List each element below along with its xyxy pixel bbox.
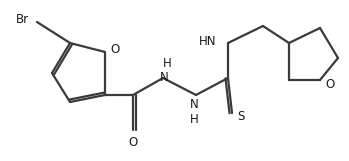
Text: O: O — [110, 43, 119, 56]
Text: Br: Br — [16, 13, 29, 25]
Text: N: N — [159, 71, 168, 84]
Text: O: O — [325, 77, 334, 90]
Text: H: H — [163, 57, 171, 70]
Text: N: N — [190, 99, 198, 112]
Text: H: H — [190, 113, 198, 126]
Text: S: S — [237, 109, 244, 123]
Text: O: O — [128, 136, 138, 149]
Text: HN: HN — [199, 34, 216, 47]
